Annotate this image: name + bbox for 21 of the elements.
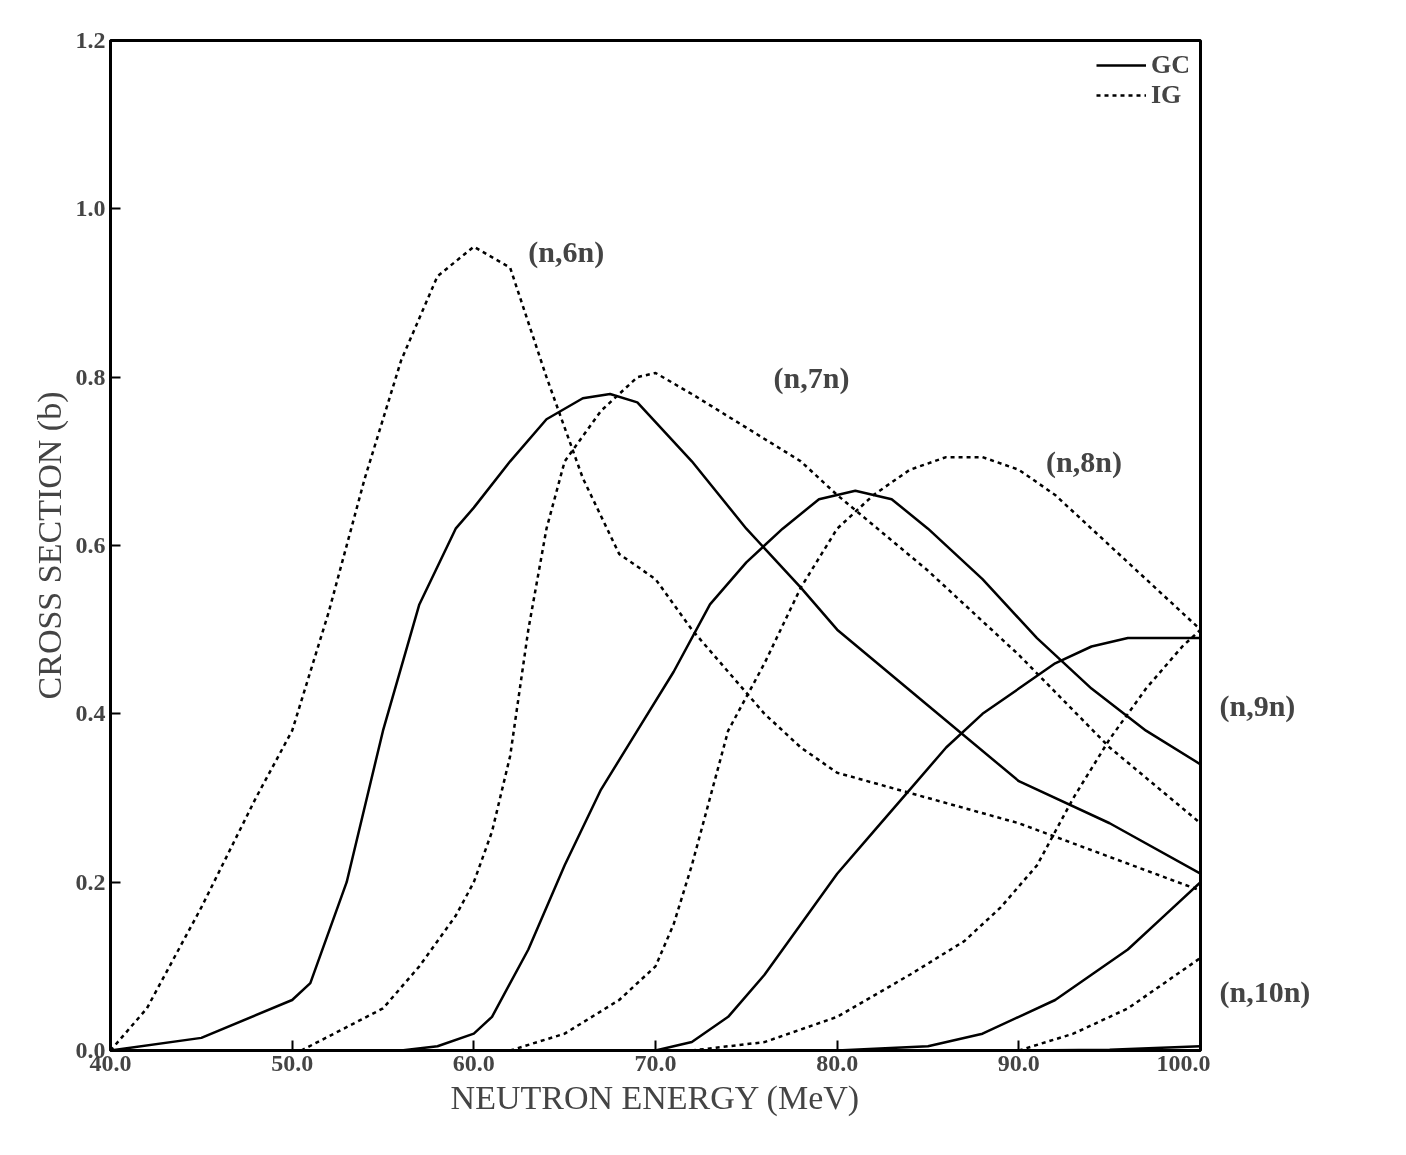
y-tick-label: 1.0 [75,195,106,222]
x-tick-label: 70.0 [634,1049,677,1076]
y-tick-label: 1.2 [75,27,106,53]
x-tick-label: 60.0 [452,1049,495,1076]
y-tick-label: 0.8 [75,363,106,390]
annotation: (n,8n) [1046,445,1122,480]
annotation: (n,6n) [528,234,605,269]
x-tick-label: 100.0 [1156,1049,1211,1076]
x-tick-label: 90.0 [997,1049,1040,1076]
annotation: (n,7n) [773,361,850,395]
text: (n,9n) [1219,689,1296,724]
legend-label: GC [1151,50,1190,80]
y-axis-title: CROSS SECTION (b) [30,391,69,700]
x-axis-title: NEUTRON ENERGY (MeV) [450,1078,860,1117]
text: (n,10n) [1219,975,1311,1010]
legend-label: IG [1151,80,1182,110]
x-tick-label: 50.0 [271,1049,314,1076]
y-tick-label: 0.2 [75,868,106,895]
x-tick-label: 80.0 [816,1049,859,1076]
y-tick-label: 0.6 [75,532,106,558]
y-tick-label: 0.4 [75,700,106,727]
